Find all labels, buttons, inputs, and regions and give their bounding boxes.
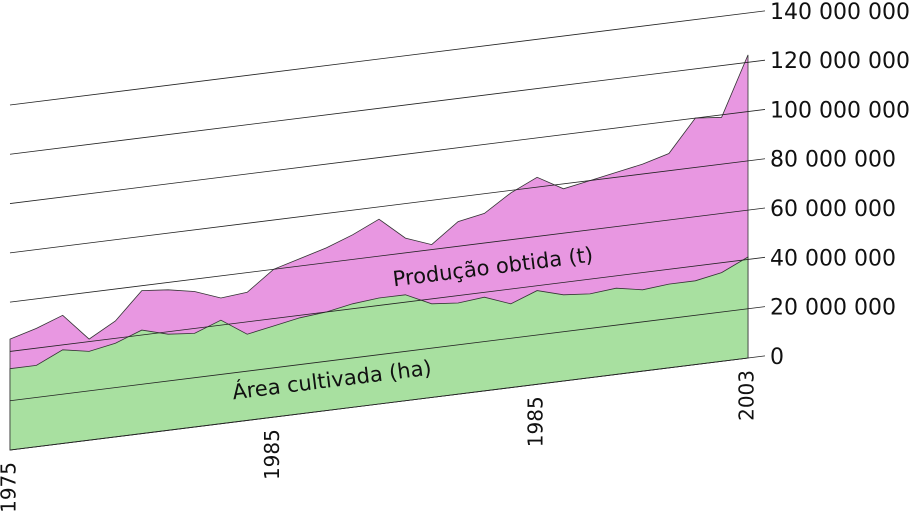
x-tick-label: 1985	[260, 429, 284, 480]
x-tick-label: 1985	[524, 396, 548, 447]
grid-line	[9, 207, 766, 303]
y-tick-label: 100 000 000	[770, 98, 910, 123]
grid-line	[9, 109, 766, 204]
y-tick-label: 80 000 000	[770, 148, 896, 173]
grid-line	[9, 306, 766, 402]
grid-line	[9, 59, 766, 155]
y-tick-label: 120 000 000	[770, 49, 910, 74]
y-tick-label: 140 000 000	[770, 0, 910, 25]
y-tick-label: 20 000 000	[770, 296, 896, 321]
grid-line	[9, 256, 766, 352]
y-tick-label: 0	[770, 345, 784, 370]
x-tick-label: 1975	[0, 462, 21, 513]
area	[9, 256, 749, 451]
grid-line	[9, 158, 766, 254]
grid-line	[9, 10, 766, 106]
grid-line	[9, 355, 766, 451]
y-tick-label: 40 000 000	[770, 246, 896, 271]
x-tick-label: 2003	[735, 370, 759, 421]
y-tick-label: 60 000 000	[770, 197, 896, 222]
